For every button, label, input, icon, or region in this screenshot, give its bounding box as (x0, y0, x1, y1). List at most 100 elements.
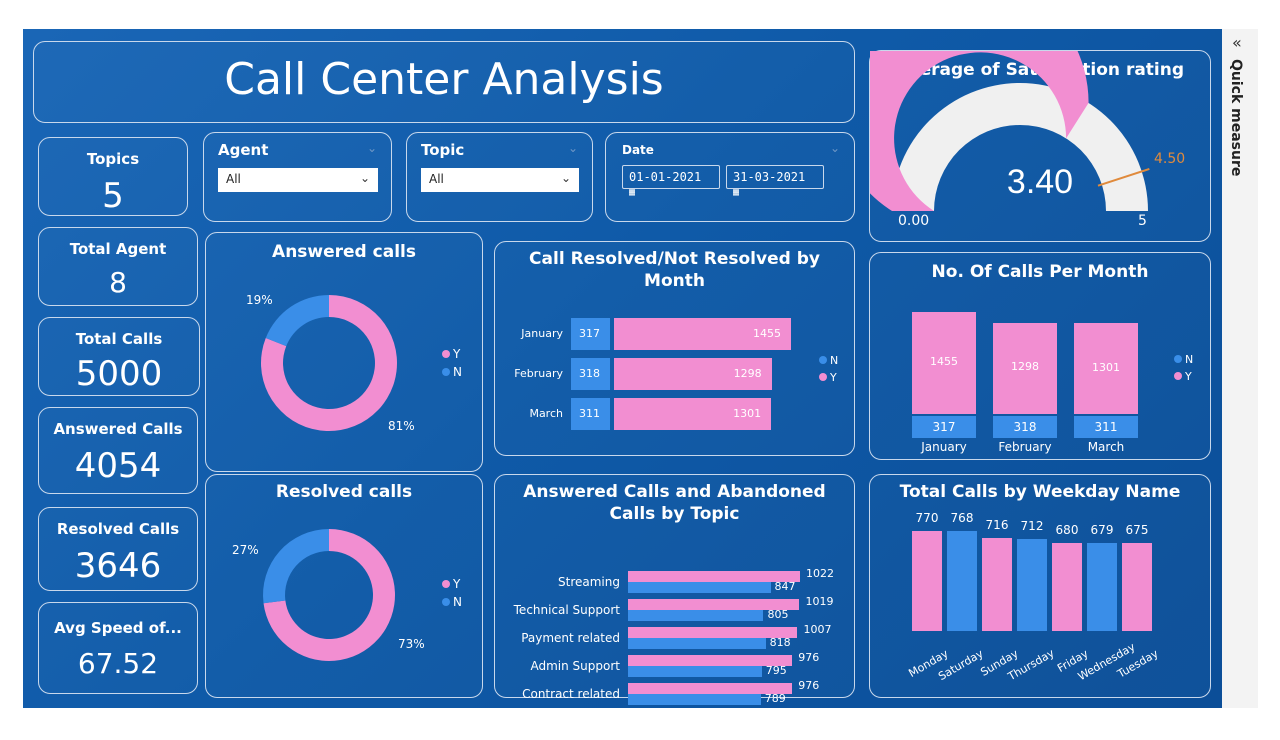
bar-not-resolved[interactable] (571, 398, 610, 430)
legend-item-n[interactable]: N (819, 352, 838, 369)
date-slicer-label: Date (622, 143, 654, 157)
kpi-value: 5 (102, 176, 124, 216)
bar-answered[interactable] (628, 655, 793, 666)
agent-dropdown[interactable]: All ⌄ (218, 168, 378, 192)
bar-resolved[interactable] (614, 318, 791, 350)
agent-slicer-label: Agent (218, 141, 269, 159)
legend-item-y[interactable]: Y (442, 345, 462, 363)
kpi-label: Resolved Calls (56, 520, 180, 538)
calls-month-title: No. Of Calls Per Month (931, 262, 1149, 282)
bar-abandoned[interactable] (628, 666, 762, 677)
calls-month-legend: N Y (1174, 351, 1193, 385)
bar-y[interactable] (993, 322, 1057, 414)
bar-abandoned[interactable] (628, 694, 761, 705)
legend-item-y[interactable]: Y (1174, 368, 1193, 385)
kpi-answered-calls[interactable]: Answered Calls 4054 (38, 407, 198, 494)
legend-item-n[interactable]: N (442, 363, 462, 381)
date-start-input[interactable]: 01-01-2021 ▦ (622, 165, 720, 198)
answered-donut-title: Answered calls (272, 242, 416, 262)
gauge-target-label: 4.50 (1154, 151, 1186, 167)
bar-value-label: 679 (1090, 522, 1114, 537)
bar-not-resolved[interactable] (571, 358, 611, 390)
legend-item-n[interactable]: N (1174, 351, 1193, 368)
answered-calls-card[interactable]: Answered calls 19% 81% Y N (205, 232, 483, 472)
agent-slicer[interactable]: Agent ⌄ All ⌄ (203, 132, 392, 222)
donut-slice-y[interactable] (263, 529, 395, 661)
weekday-bar[interactable] (982, 538, 1012, 631)
kpi-avg-speed[interactable]: Avg Speed of... 67.52 (38, 602, 198, 694)
bar-not-resolved[interactable] (571, 318, 611, 350)
quick-measure-panel[interactable]: « Quick measure (1222, 29, 1258, 708)
bar-n[interactable] (993, 416, 1057, 438)
legend-item-y[interactable]: Y (442, 575, 462, 593)
bar-label-y: 1455 (752, 327, 781, 340)
topic-label: Streaming (558, 575, 620, 589)
gauge-min-label: 0.00 (898, 213, 930, 229)
bar-answered[interactable] (628, 571, 800, 582)
kpi-value: 5000 (75, 354, 163, 394)
topic-slicer-label: Topic (421, 141, 465, 159)
bar-abandoned[interactable] (628, 610, 764, 621)
gauge-target-line (1097, 168, 1150, 187)
bar-n[interactable] (1074, 416, 1138, 438)
bar-y[interactable] (1074, 323, 1138, 414)
weekday-bar[interactable] (912, 531, 942, 631)
donut-slice-n[interactable] (265, 295, 329, 347)
bar-resolved[interactable] (613, 398, 772, 430)
kpi-value: 4054 (74, 446, 162, 486)
kpi-label: Total Agent (69, 240, 167, 258)
legend-item-y[interactable]: Y (819, 369, 838, 386)
kpi-total-agent[interactable]: Total Agent 8 (38, 227, 198, 306)
donut-label-y: 73% (398, 637, 425, 651)
kpi-resolved-calls[interactable]: Resolved Calls 3646 (38, 507, 198, 591)
bar-n[interactable] (912, 416, 976, 438)
calendar-icon[interactable]: ▦ (629, 187, 636, 198)
bar-value-label: 680 (1055, 522, 1079, 537)
satisfaction-gauge-card[interactable]: Average of Satisfaction rating 3.40 0.00… (869, 50, 1211, 242)
weekday-title: Total Calls by Weekday Name (899, 482, 1181, 502)
donut-legend: Y N (442, 575, 462, 611)
chevron-down-icon[interactable]: ⌄ (829, 141, 840, 155)
bar-abandoned[interactable] (628, 582, 771, 593)
kpi-total-calls[interactable]: Total Calls 5000 (38, 317, 200, 396)
bar-abandoned[interactable] (628, 638, 766, 649)
weekday-bar[interactable] (1017, 538, 1047, 631)
topic-dropdown[interactable]: All ⌄ (421, 168, 579, 192)
month-label: March (529, 407, 563, 420)
bar-label-abandoned: 805 (767, 608, 789, 621)
weekday-bar[interactable] (1087, 542, 1117, 631)
weekday-bar[interactable] (1122, 543, 1152, 631)
weekday-bar[interactable] (947, 531, 977, 631)
donut-legend: Y N (442, 345, 462, 381)
bar-label-answered: 1022 (806, 567, 834, 580)
chevron-down-icon: ⌄ (359, 171, 370, 185)
resolved-month-legend: N Y (819, 352, 838, 386)
calendar-icon[interactable]: ▦ (733, 187, 740, 198)
bar-y[interactable] (912, 312, 976, 414)
topic-calls-card[interactable]: Answered Calls and Abandoned Calls by To… (494, 474, 855, 705)
resolved-donut-svg (263, 529, 395, 661)
bar-label-y: 1298 (733, 367, 762, 380)
chevron-down-icon[interactable]: ⌄ (366, 141, 377, 155)
resolved-by-month-card[interactable]: Call Resolved/Not Resolved by Month Janu… (494, 241, 855, 456)
bar-answered[interactable] (628, 627, 798, 638)
kpi-topics[interactable]: Topics 5 (38, 137, 188, 216)
donut-slice-y[interactable] (261, 295, 397, 431)
donut-slice-n[interactable] (263, 529, 329, 604)
date-slicer[interactable]: Date ⌄ 01-01-2021 ▦ 31-03-2021 ▦ (605, 132, 855, 222)
bar-answered[interactable] (628, 599, 800, 610)
weekday-calls-card[interactable]: Total Calls by Weekday Name 770 Monday 768… (869, 474, 1211, 698)
legend-item-n[interactable]: N (442, 593, 462, 611)
bar-answered[interactable] (628, 683, 793, 694)
chevron-down-icon[interactable]: ⌄ (567, 141, 578, 155)
topic-slicer[interactable]: Topic ⌄ All ⌄ (406, 132, 593, 222)
calls-per-month-card[interactable]: No. Of Calls Per Month 317 1455 January 318… (869, 252, 1211, 460)
weekday-bar[interactable] (1052, 542, 1082, 631)
date-end-input[interactable]: 31-03-2021 ▦ (726, 165, 824, 198)
quick-measure-label[interactable]: Quick measure (1228, 59, 1244, 177)
kpi-value: 3646 (74, 546, 162, 586)
bar-resolved[interactable] (614, 358, 772, 390)
topic-label: Contract related (522, 687, 620, 701)
double-chevron-left-icon[interactable]: « (1232, 33, 1242, 52)
resolved-calls-card[interactable]: Resolved calls 27% 73% Y N (205, 474, 483, 698)
